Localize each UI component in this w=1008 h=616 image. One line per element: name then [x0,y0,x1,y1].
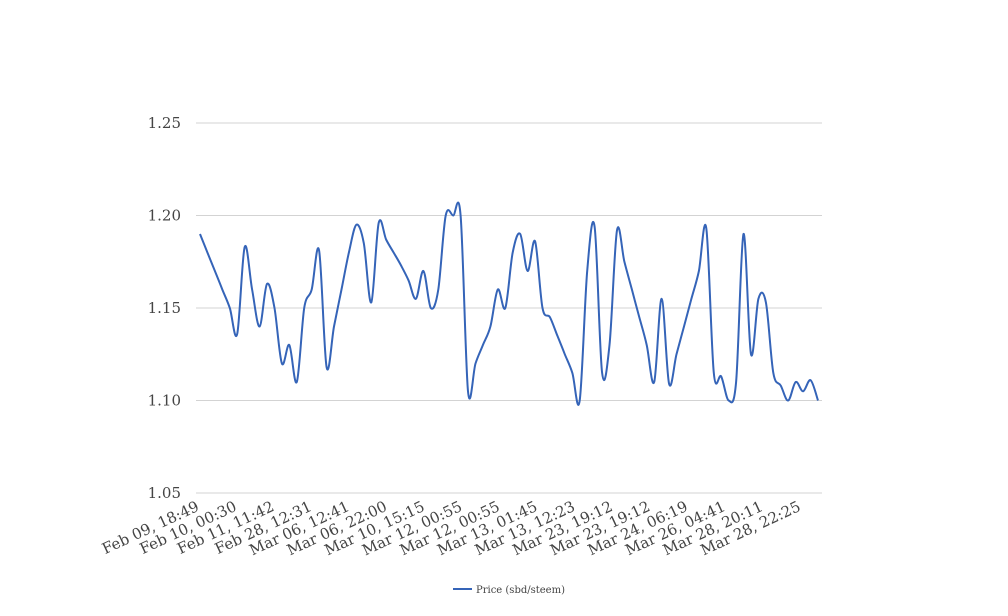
y-tick-label: 1.20 [148,207,181,225]
y-tick-label: 1.15 [148,299,181,317]
y-tick-label: 1.10 [148,392,181,410]
gridlines [196,122,822,494]
y-tick-label: 1.25 [148,114,181,132]
legend-label: Price (sbd/steem) [476,585,565,596]
series-line [199,201,819,406]
y-tick-label: 1.05 [148,484,181,502]
legend: Price (sbd/steem) [453,585,565,596]
y-axis-tick-labels: 1.05 1.10 1.15 1.20 1.25 [148,114,181,502]
series-group [199,201,819,406]
